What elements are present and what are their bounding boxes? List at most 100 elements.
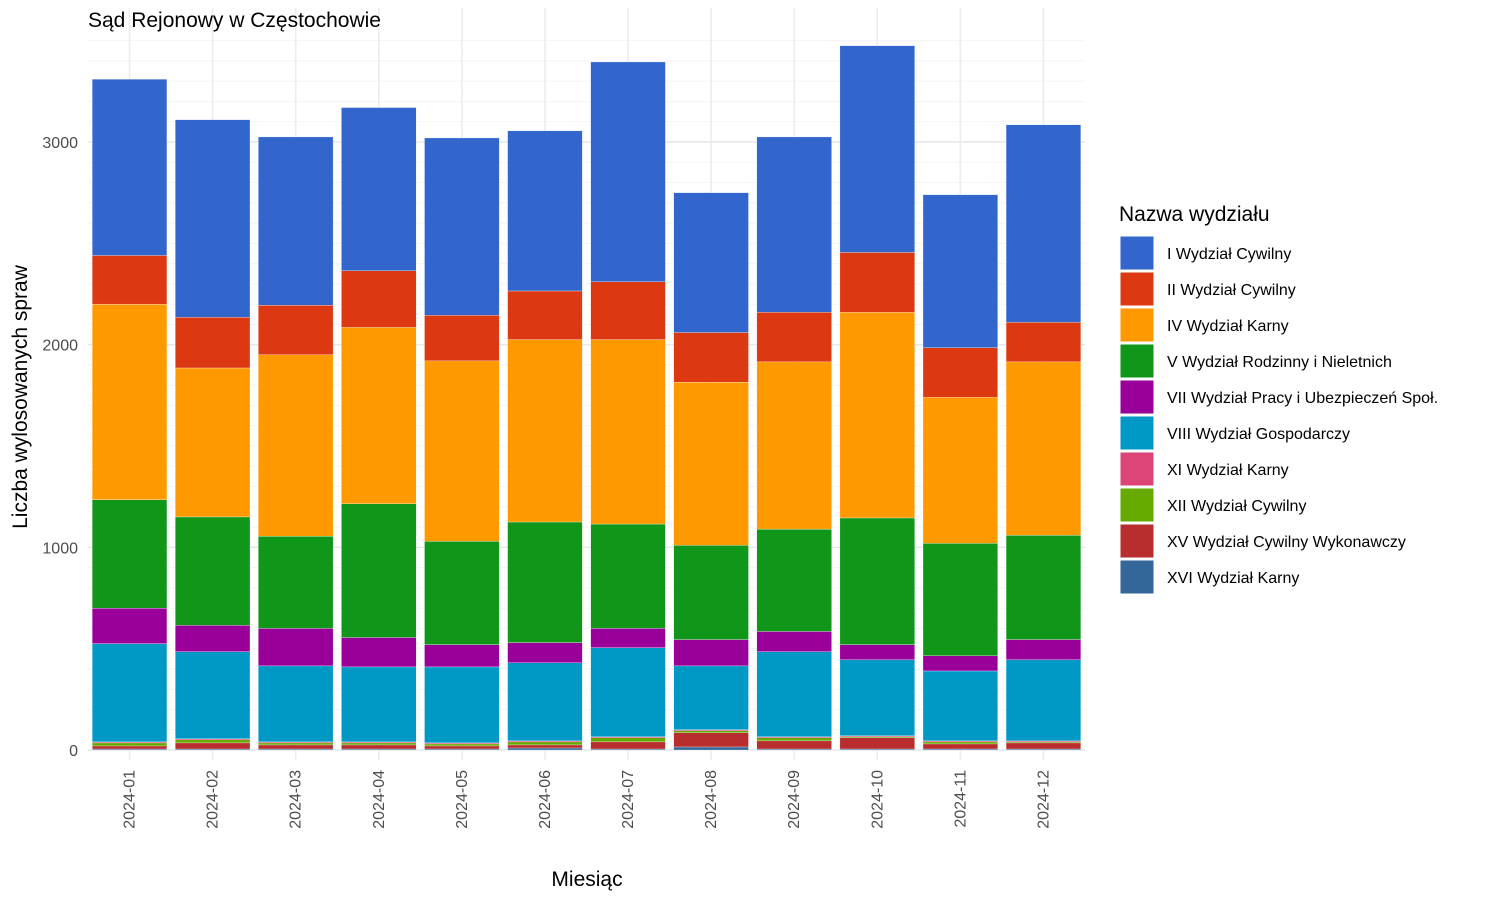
bar-segment xyxy=(673,332,749,383)
bar-segment xyxy=(1005,748,1081,751)
y-tick-label: 2000 xyxy=(42,338,78,355)
bar-segment xyxy=(341,637,417,668)
bar-segment xyxy=(341,741,417,744)
bar-segment xyxy=(341,742,417,746)
bar-segment xyxy=(590,523,666,629)
bar-segment xyxy=(839,517,915,645)
bar-segment xyxy=(424,137,500,316)
bar-segment xyxy=(673,639,749,667)
bar-segment xyxy=(922,194,998,348)
bar-segment xyxy=(590,736,666,738)
x-tick-label: 2024-09 xyxy=(786,770,803,829)
bar-segment xyxy=(175,742,251,750)
bar-segment xyxy=(175,516,251,626)
bar-segment xyxy=(92,79,168,256)
bar-segment xyxy=(341,744,417,750)
bar-segment xyxy=(175,739,251,744)
bar-segment xyxy=(92,741,168,744)
bar-segment xyxy=(507,290,583,340)
bar-segment xyxy=(424,541,500,645)
legend-label: XVI Wydział Karny xyxy=(1167,570,1299,587)
bar-segment xyxy=(507,662,583,742)
bar-segment xyxy=(507,642,583,664)
bar-segment xyxy=(1005,535,1081,640)
bar-segment xyxy=(507,339,583,523)
x-tick-label: 2024-03 xyxy=(288,770,305,829)
bar-segment xyxy=(590,741,666,750)
bar-segment xyxy=(175,119,251,318)
bar-segment xyxy=(424,745,500,750)
bar-segment xyxy=(175,317,251,369)
bar-segment xyxy=(839,736,915,738)
chart-title: Sąd Rejonowy w Częstochowie xyxy=(88,9,381,32)
bar-segment xyxy=(507,130,583,292)
bar-segment xyxy=(922,543,998,656)
bar-segment xyxy=(756,631,832,652)
bar-segment xyxy=(424,748,500,751)
bar-segment xyxy=(756,312,832,363)
bar-segment xyxy=(839,644,915,660)
x-tick-label: 2024-11 xyxy=(952,770,969,828)
legend-swatch xyxy=(1119,343,1155,379)
x-tick-label: 2024-02 xyxy=(205,770,222,829)
bar-segment xyxy=(258,354,334,537)
bar-segment xyxy=(424,360,500,542)
bar-segment xyxy=(590,281,666,340)
bar-segment xyxy=(922,740,998,743)
bar-segment xyxy=(92,643,168,743)
bar-segment xyxy=(507,521,583,643)
legend-swatch xyxy=(1119,523,1155,559)
bar-segment xyxy=(258,742,334,746)
bar-segment xyxy=(756,651,832,737)
bar-segment xyxy=(175,748,251,751)
bar-segment xyxy=(756,528,832,632)
bar-segment xyxy=(922,397,998,544)
bar-segment xyxy=(673,192,749,333)
bar-segment xyxy=(839,737,915,750)
bar-segment xyxy=(673,746,749,751)
legend-swatch xyxy=(1119,235,1155,271)
y-axis-ticks: 0 1000 2000 3000 xyxy=(42,135,78,760)
bar-segment xyxy=(839,748,915,751)
bar-segment xyxy=(92,607,168,644)
bar-segment xyxy=(756,748,832,751)
bar-segment xyxy=(507,740,583,743)
bar-segment xyxy=(1005,740,1081,743)
y-tick-label: 1000 xyxy=(42,540,78,557)
bar-segment xyxy=(756,740,832,750)
y-tick-label: 0 xyxy=(69,743,78,760)
bar-segment xyxy=(258,628,334,667)
bar-segment xyxy=(424,742,500,745)
bar-segment xyxy=(341,666,417,743)
legend: Nazwa wydziału I Wydział Cywilny II Wydzi… xyxy=(1119,203,1438,595)
bar-segment xyxy=(507,741,583,746)
bar-segment xyxy=(258,304,334,355)
bar-segment xyxy=(590,647,666,737)
legend-swatch xyxy=(1119,415,1155,451)
bar-segment xyxy=(673,730,749,733)
bar-segment xyxy=(424,315,500,362)
bar-segment xyxy=(590,748,666,751)
bars xyxy=(92,45,1081,751)
bar-segment xyxy=(258,748,334,751)
bar-segment xyxy=(258,536,334,629)
y-tick-label: 3000 xyxy=(42,135,78,152)
legend-swatch xyxy=(1119,307,1155,343)
bar-segment xyxy=(590,737,666,743)
x-axis-title: Miesiąc xyxy=(551,868,622,891)
bar-segment xyxy=(922,741,998,745)
bar-segment xyxy=(341,107,417,271)
bar-segment xyxy=(673,545,749,640)
bar-segment xyxy=(258,665,334,743)
x-tick-label: 2024-12 xyxy=(1035,770,1052,829)
bar-segment xyxy=(175,625,251,652)
bar-segment xyxy=(175,367,251,518)
bar-segment xyxy=(258,136,334,306)
bar-segment xyxy=(424,743,500,747)
legend-swatch xyxy=(1119,379,1155,415)
bar-segment xyxy=(922,748,998,751)
bar-segment xyxy=(839,735,915,737)
bar-segment xyxy=(756,736,832,738)
legend-swatch xyxy=(1119,271,1155,307)
